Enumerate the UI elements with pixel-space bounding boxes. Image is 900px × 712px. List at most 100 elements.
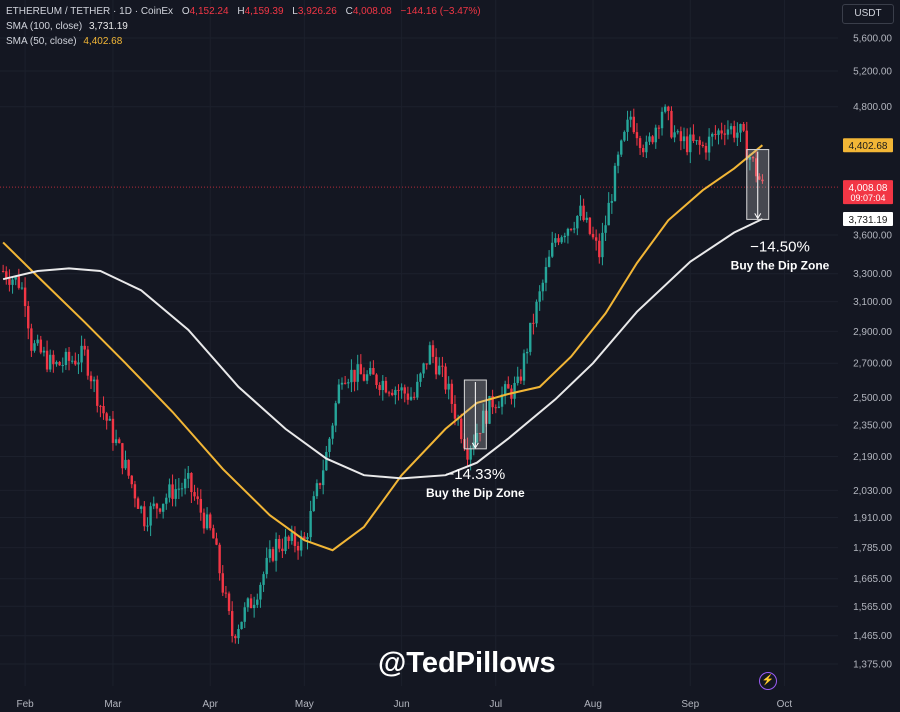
candle: [321, 459, 325, 495]
candle-body: [49, 354, 52, 370]
candle-body: [209, 514, 212, 529]
candle-body: [604, 225, 607, 233]
candle: [127, 459, 130, 479]
currency-button[interactable]: USDT: [842, 4, 894, 24]
candle-body: [221, 573, 224, 593]
candle-body: [503, 384, 507, 395]
candle: [171, 474, 174, 507]
sma100-label: SMA (100, close): [6, 21, 83, 32]
candle: [17, 268, 21, 290]
candle-body: [438, 365, 441, 375]
candle: [1, 264, 5, 273]
sma100-row[interactable]: SMA (100, close) 3,731.19: [6, 19, 481, 34]
y-axis-labels: 5,600.00 5,200.00 4,800.00 3,600.00 3,300.00…: [853, 34, 892, 671]
candle: [296, 541, 300, 560]
candle-body: [331, 425, 334, 439]
dip-zone-arrowhead: [471, 442, 479, 449]
candle: [74, 352, 77, 366]
candle-body: [704, 145, 708, 153]
candle: [278, 535, 281, 553]
candle-body: [1, 271, 5, 273]
candle-body: [340, 382, 344, 385]
candle-body: [720, 130, 723, 134]
candle-body: [626, 119, 629, 132]
candle: [49, 349, 52, 373]
candle: [152, 496, 155, 510]
candle: [670, 106, 673, 139]
candle: [334, 400, 337, 433]
candle: [33, 340, 36, 353]
candle-body: [607, 202, 610, 226]
candle: [312, 491, 315, 512]
candle: [729, 123, 733, 135]
candle: [372, 360, 375, 375]
candle-body: [698, 140, 701, 145]
x-tick-label: Mar: [104, 699, 122, 710]
candle-body: [161, 503, 165, 512]
price-label: 3,731.19: [843, 212, 893, 227]
candle: [240, 621, 243, 630]
candle: [293, 526, 297, 553]
candle: [569, 228, 573, 232]
candle: [516, 366, 519, 386]
candle: [557, 234, 560, 246]
candle: [5, 266, 8, 285]
candle: [80, 335, 83, 373]
candle: [632, 108, 636, 134]
bolt-icon[interactable]: ⚡: [759, 672, 777, 690]
candle-body: [563, 235, 566, 238]
dip-zone-percent: −14.33%: [446, 466, 506, 483]
candle: [579, 195, 582, 221]
candle: [701, 141, 705, 148]
candle: [623, 130, 626, 142]
candle-body: [133, 484, 137, 499]
candle-body: [758, 176, 761, 180]
candle-body: [403, 387, 406, 394]
candle: [230, 601, 234, 643]
candle-body: [569, 228, 573, 230]
candle-body: [96, 379, 99, 406]
price-label-box: [843, 180, 893, 205]
dip-zone-label: Buy the Dip Zone: [426, 486, 525, 500]
candle-body: [648, 136, 651, 142]
candle: [45, 340, 49, 373]
candle-body: [422, 363, 425, 374]
candle: [434, 348, 438, 380]
candle-body: [205, 514, 209, 529]
candle: [39, 335, 42, 355]
low-label: L: [292, 6, 298, 17]
candle: [481, 403, 485, 434]
candle-body: [284, 536, 287, 552]
candle: [676, 129, 679, 135]
candle: [11, 276, 14, 294]
candle-body: [745, 130, 748, 160]
candle: [447, 376, 450, 400]
candle-body: [453, 403, 457, 419]
candle-body: [525, 351, 529, 354]
candle: [384, 376, 388, 394]
candle-body: [187, 473, 190, 479]
candle-body: [243, 607, 246, 622]
sma50-row[interactable]: SMA (50, close) 4,402.68: [6, 34, 481, 49]
candle: [262, 571, 265, 592]
candle-body: [488, 396, 491, 424]
symbol-label[interactable]: ETHEREUM / TETHER · 1D · CoinEx: [6, 6, 174, 17]
candle-body: [538, 291, 541, 302]
candle-body: [158, 508, 162, 512]
candle-body: [529, 322, 532, 352]
candle: [42, 346, 46, 357]
close-value: 4,008.08: [352, 6, 392, 17]
candle-body: [551, 242, 554, 257]
candle-body: [447, 383, 450, 390]
candle-body: [400, 387, 403, 391]
candle-body: [196, 496, 199, 499]
candle: [161, 503, 165, 519]
candle-body: [177, 488, 181, 490]
x-tick-label: Oct: [777, 699, 793, 710]
candle-body: [356, 364, 359, 382]
candle: [585, 211, 588, 223]
price-label-value: 4,008.08: [849, 183, 888, 194]
candle-body: [218, 544, 221, 574]
